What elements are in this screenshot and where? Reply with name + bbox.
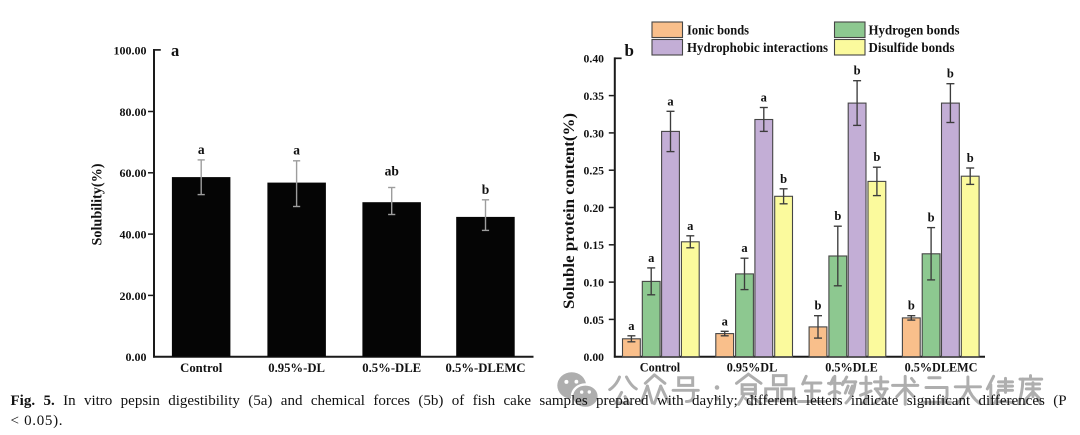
svg-text:a: a <box>741 241 748 255</box>
svg-text:b: b <box>873 150 880 164</box>
svg-text:Soluble protein content(%): Soluble protein content(%) <box>561 113 578 309</box>
svg-text:Ionic bonds: Ionic bonds <box>687 23 749 38</box>
svg-text:80.00: 80.00 <box>120 105 147 119</box>
svg-text:0.10: 0.10 <box>584 277 605 290</box>
svg-text:0.40: 0.40 <box>584 53 605 66</box>
svg-text:b: b <box>908 299 915 313</box>
svg-text:Control: Control <box>180 361 223 375</box>
svg-text:b: b <box>928 211 935 225</box>
svg-text:< 0.05).: < 0.05). <box>11 413 63 429</box>
svg-text:a: a <box>198 142 205 157</box>
svg-text:a: a <box>628 319 635 333</box>
svg-text:0.5%DLE: 0.5%DLE <box>825 361 877 375</box>
svg-text:0.25: 0.25 <box>584 165 605 178</box>
svg-text:0.95%DL: 0.95%DL <box>727 361 777 375</box>
svg-text:a: a <box>171 41 179 60</box>
svg-text:0.5%-DLE: 0.5%-DLE <box>362 361 421 375</box>
svg-text:b: b <box>947 67 954 81</box>
svg-text:b: b <box>854 64 861 78</box>
svg-text:ab: ab <box>385 164 399 179</box>
svg-text:Disulfide bonds: Disulfide bonds <box>869 40 955 55</box>
svg-text:b: b <box>780 172 787 186</box>
svg-text:20.00: 20.00 <box>120 289 147 303</box>
svg-text:Solubility(%): Solubility(%) <box>90 164 106 246</box>
svg-text:Fig. 5. In vitro pepsin digest: Fig. 5. In vitro pepsin digestibility (5… <box>11 393 1067 409</box>
svg-text:0.5%-DLEMC: 0.5%-DLEMC <box>446 361 526 375</box>
svg-text:0.00: 0.00 <box>584 351 605 364</box>
svg-text:a: a <box>293 143 300 158</box>
svg-text:a: a <box>687 219 694 233</box>
svg-text:0.05: 0.05 <box>584 314 605 327</box>
svg-text:0.95%-DL: 0.95%-DL <box>268 361 325 375</box>
svg-text:100.00: 100.00 <box>114 44 147 58</box>
svg-text:b: b <box>834 209 841 223</box>
svg-text:0.00: 0.00 <box>126 350 147 364</box>
svg-text:60.00: 60.00 <box>120 166 147 180</box>
svg-text:a: a <box>648 251 655 265</box>
svg-text:a: a <box>761 91 768 105</box>
svg-text:0.35: 0.35 <box>584 90 605 103</box>
svg-text:b: b <box>625 41 634 60</box>
svg-text:40.00: 40.00 <box>120 228 147 242</box>
svg-text:b: b <box>815 299 822 313</box>
svg-text:0.20: 0.20 <box>584 202 605 215</box>
svg-text:Hydrogen bonds: Hydrogen bonds <box>869 23 960 38</box>
svg-text:0.30: 0.30 <box>584 127 605 140</box>
svg-text:a: a <box>667 94 674 108</box>
svg-text:Hydrophobic interactions: Hydrophobic interactions <box>687 40 828 55</box>
svg-text:0.5%DLEMC: 0.5%DLEMC <box>905 361 978 375</box>
svg-text:a: a <box>722 314 729 328</box>
svg-text:0.15: 0.15 <box>584 239 605 252</box>
svg-text:b: b <box>967 151 974 165</box>
svg-text:b: b <box>482 182 490 197</box>
svg-text:Control: Control <box>640 361 681 375</box>
